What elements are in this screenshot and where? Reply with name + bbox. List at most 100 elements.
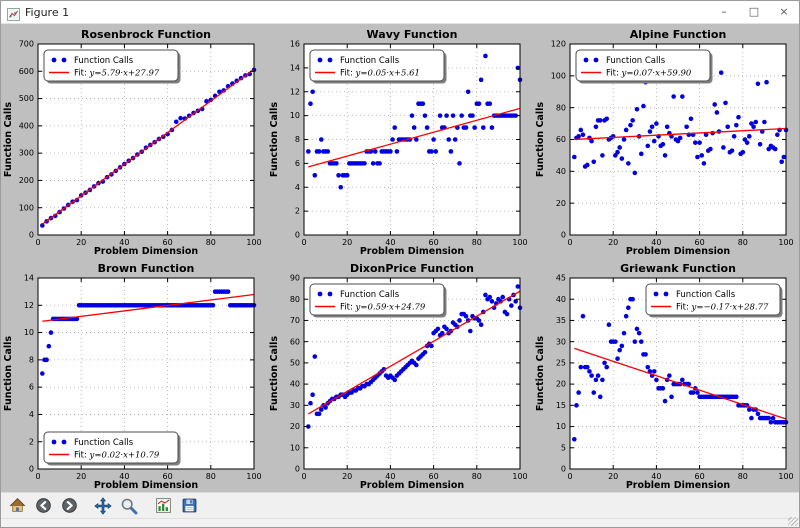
svg-text:10: 10 [290,443,300,452]
figure-canvas: 0 20 40 60 80 100 0 100 200 300 400 500 600 700 Rosenb… [1,24,799,492]
svg-text:6: 6 [295,159,300,168]
svg-text:60: 60 [556,135,566,144]
titlebar[interactable]: Figure 1 – □ × [1,1,799,24]
forward-button[interactable] [57,495,81,517]
svg-text:2: 2 [295,207,300,216]
scatter-points [572,59,789,176]
svg-text:0: 0 [35,472,40,481]
svg-text:80: 80 [556,103,566,112]
toolbar-separator [143,505,149,506]
svg-text:Function Calls: Function Calls [340,56,400,66]
maximize-button[interactable]: □ [739,1,769,23]
svg-text:DixonPrice Function: DixonPrice Function [350,262,474,275]
svg-text:45: 45 [556,274,566,283]
svg-text:15: 15 [556,401,566,410]
svg-text:60: 60 [429,472,439,481]
svg-text:80: 80 [472,238,482,247]
configure-subplots-button[interactable] [151,495,175,517]
svg-text:4: 4 [29,410,34,419]
pan-button[interactable] [91,495,115,517]
svg-text:40: 40 [119,238,129,247]
resize-grip[interactable] [788,517,798,526]
save-icon [182,498,196,513]
svg-text:40: 40 [290,380,300,389]
back-button[interactable] [31,495,55,517]
svg-text:10: 10 [556,422,566,431]
svg-text:Wavy Function: Wavy Function [367,28,458,41]
subplot-alpine[interactable]: 0 20 40 60 80 100 0 20 40 60 80 100 120 Alpine Functi… [533,24,799,258]
svg-text:100: 100 [551,71,566,80]
svg-text:80: 80 [206,238,216,247]
svg-text:40: 40 [651,238,661,247]
svg-text:12: 12 [290,87,300,96]
forward-icon [61,498,77,513]
svg-text:60: 60 [163,238,173,247]
svg-text:40: 40 [556,167,566,176]
svg-text:40: 40 [385,472,395,481]
svg-text:40: 40 [556,295,566,304]
svg-text:Function Calls: Function Calls [269,102,280,177]
svg-text:14: 14 [24,274,34,283]
svg-text:100: 100 [778,472,793,481]
svg-text:Problem Dimension: Problem Dimension [626,480,731,491]
svg-text:400: 400 [19,121,34,130]
svg-text:10: 10 [290,111,300,120]
svg-text:0: 0 [561,231,566,240]
svg-text:80: 80 [472,472,482,481]
svg-text:70: 70 [290,316,300,325]
svg-text:60: 60 [695,238,705,247]
svg-text:Fit: y=5.79·x+27.97: Fit: y=5.79·x+27.97 [74,69,160,79]
svg-text:20: 20 [608,238,618,247]
legend: Function Calls Fit: y=0.59·x+24.79 [309,283,447,318]
svg-text:16: 16 [290,40,300,49]
svg-text:8: 8 [295,135,300,144]
svg-text:30: 30 [556,337,566,346]
svg-text:Function Calls: Function Calls [535,336,546,411]
zoom-to-rect-icon [121,498,138,514]
svg-text:6: 6 [29,383,34,392]
close-button[interactable]: × [769,1,799,23]
subplot-rosenbrock[interactable]: 0 20 40 60 80 100 0 100 200 300 400 500 600 700 Rosenb… [1,24,267,258]
svg-text:Function Calls: Function Calls [676,290,736,300]
zoom-to-rect-button[interactable] [117,495,141,517]
subplot-wavy[interactable]: 0 20 40 60 80 100 0 2 4 6 8 10 12 14 16 Wavy Function Pr… [267,24,533,258]
svg-text:Fit: y=0.59·x+24.79: Fit: y=0.59·x+24.79 [340,303,426,313]
svg-text:0: 0 [35,238,40,247]
fit-line [42,293,255,322]
svg-text:100: 100 [246,238,261,247]
svg-text:Problem Dimension: Problem Dimension [94,246,199,257]
svg-text:40: 40 [651,472,661,481]
svg-text:5: 5 [561,443,566,452]
svg-text:0: 0 [301,238,306,247]
svg-text:0: 0 [561,465,566,474]
svg-text:Function Calls: Function Calls [340,290,400,300]
svg-text:Function Calls: Function Calls [3,102,14,177]
statusbar [1,517,799,527]
svg-text:100: 100 [512,472,527,481]
subplot-griewank[interactable]: 0 20 40 60 80 100 0 5 10 15 20 25 30 35 40 45 Griewank F… [533,258,799,492]
svg-text:Function Calls: Function Calls [74,438,134,448]
fit-line [574,347,787,420]
svg-text:100: 100 [512,238,527,247]
svg-text:Brown Function: Brown Function [98,262,195,275]
subplot-dixonprice[interactable]: 0 20 40 60 80 100 0 10 20 30 40 50 60 70 80 90 DixonPric… [267,258,533,492]
svg-text:80: 80 [290,295,300,304]
svg-text:100: 100 [246,472,261,481]
fit-line [307,290,521,415]
minimize-button[interactable]: – [709,1,739,23]
svg-text:0: 0 [295,231,300,240]
subplot-brown[interactable]: 0 20 40 60 80 100 0 2 4 6 8 10 12 14 Brown Function Pro… [1,258,267,492]
svg-text:35: 35 [556,316,566,325]
legend: Function Calls Fit: y=5.79·x+27.97 [43,49,181,84]
svg-text:20: 20 [342,472,352,481]
svg-text:14: 14 [290,63,300,72]
home-button[interactable] [5,495,29,517]
svg-text:80: 80 [738,238,748,247]
svg-text:Fit: y=0.02·x+10.79: Fit: y=0.02·x+10.79 [74,451,160,461]
svg-text:20: 20 [76,472,86,481]
svg-text:120: 120 [551,40,566,49]
legend: Function Calls Fit: y=0.07·x+59.90 [575,49,713,84]
save-button[interactable] [177,495,201,517]
scatter-points [572,296,789,442]
